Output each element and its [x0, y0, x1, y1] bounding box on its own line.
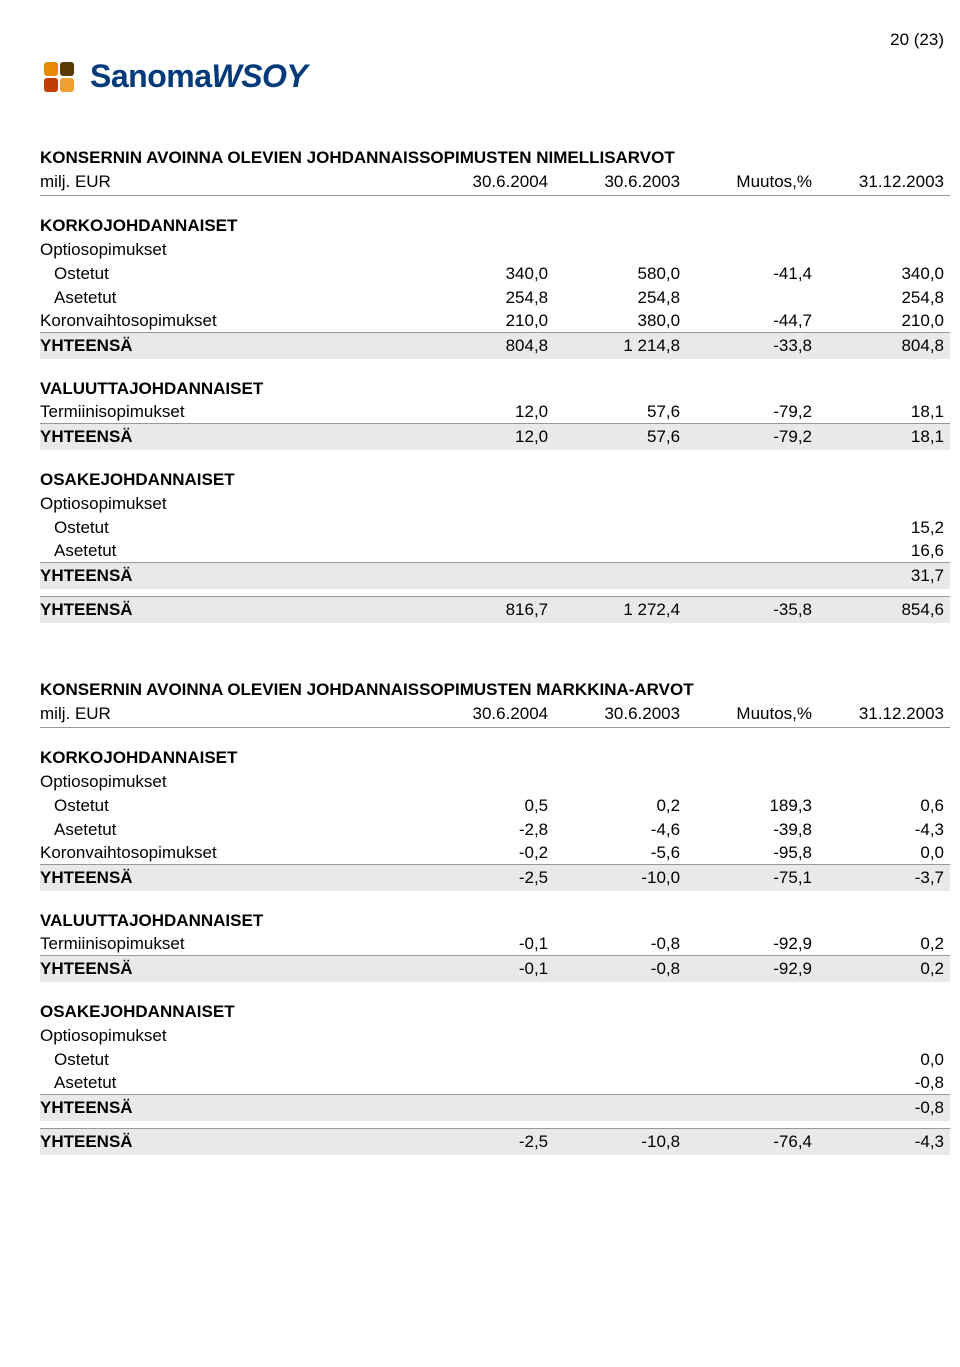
group-header: OSAKEJOHDANNAISET	[40, 1000, 950, 1024]
data-row: Ostetut0,50,2189,30,6	[40, 794, 950, 818]
market-values-section: KONSERNIN AVOINNA OLEVIEN JOHDANNAISSOPI…	[40, 678, 950, 1155]
subtotal-row: YHTEENSÄ804,81 214,8-33,8804,8	[40, 332, 950, 359]
brand-part2: WSOY	[211, 58, 307, 94]
data-row: Koronvaihtosopimukset210,0380,0-44,7210,…	[40, 310, 950, 333]
grand-total-row: YHTEENSÄ816,71 272,4-35,8854,6	[40, 597, 950, 624]
nominal-values-section: KONSERNIN AVOINNA OLEVIEN JOHDANNAISSOPI…	[40, 146, 950, 623]
column-header-row: milj. EUR 30.6.2004 30.6.2003 Muutos,% 3…	[40, 702, 950, 728]
group-header: KORKOJOHDANNAISET	[40, 214, 950, 238]
subtotal-row: YHTEENSÄ31,7	[40, 562, 950, 589]
group-header: VALUUTTAJOHDANNAISET	[40, 909, 950, 933]
table-title-row: KONSERNIN AVOINNA OLEVIEN JOHDANNAISSOPI…	[40, 678, 950, 702]
data-row: Asetetut16,6	[40, 540, 950, 563]
subtotal-row: YHTEENSÄ-0,8	[40, 1094, 950, 1121]
market-values-table: KONSERNIN AVOINNA OLEVIEN JOHDANNAISSOPI…	[40, 678, 950, 1155]
data-row: Asetetut-2,8-4,6-39,8-4,3	[40, 818, 950, 842]
data-row: Ostetut340,0580,0-41,4340,0	[40, 262, 950, 286]
logo-icon	[40, 56, 82, 96]
data-row: Termiinisopimukset12,057,6-79,218,1	[40, 401, 950, 424]
subgroup-header: Optiosopimukset	[40, 770, 950, 794]
subgroup-header: Optiosopimukset	[40, 238, 950, 262]
data-row: Koronvaihtosopimukset-0,2-5,6-95,80,0	[40, 842, 950, 865]
brand-part1: Sanoma	[90, 58, 211, 94]
subgroup-header: Optiosopimukset	[40, 1024, 950, 1048]
data-row: Termiinisopimukset-0,1-0,8-92,90,2	[40, 933, 950, 956]
brand-name: SanomaWSOY	[90, 58, 307, 95]
data-row: Ostetut0,0	[40, 1048, 950, 1072]
col-header: Muutos,%	[686, 170, 818, 196]
brand-logo: SanomaWSOY	[40, 56, 950, 96]
col-header: 30.6.2003	[554, 170, 686, 196]
group-header: OSAKEJOHDANNAISET	[40, 468, 950, 492]
group-header: VALUUTTAJOHDANNAISET	[40, 377, 950, 401]
data-row: Asetetut254,8254,8254,8	[40, 286, 950, 310]
section-title: KONSERNIN AVOINNA OLEVIEN JOHDANNAISSOPI…	[40, 678, 950, 702]
col-header: 30.6.2004	[422, 702, 554, 728]
unit-label: milj. EUR	[40, 702, 422, 728]
grand-total-row: YHTEENSÄ-2,5-10,8-76,4-4,3	[40, 1129, 950, 1156]
col-header: Muutos,%	[686, 702, 818, 728]
col-header: 31.12.2003	[818, 170, 950, 196]
col-header: 30.6.2003	[554, 702, 686, 728]
subtotal-row: YHTEENSÄ-0,1-0,8-92,90,2	[40, 955, 950, 982]
nominal-values-table: KONSERNIN AVOINNA OLEVIEN JOHDANNAISSOPI…	[40, 146, 950, 623]
subtotal-row: YHTEENSÄ-2,5-10,0-75,1-3,7	[40, 864, 950, 891]
subgroup-header: Optiosopimukset	[40, 492, 950, 516]
page-number: 20 (23)	[40, 30, 950, 50]
data-row: Asetetut-0,8	[40, 1072, 950, 1095]
col-header: 31.12.2003	[818, 702, 950, 728]
col-header: 30.6.2004	[422, 170, 554, 196]
group-header: KORKOJOHDANNAISET	[40, 746, 950, 770]
subtotal-row: YHTEENSÄ12,057,6-79,218,1	[40, 423, 950, 450]
column-header-row: milj. EUR 30.6.2004 30.6.2003 Muutos,% 3…	[40, 170, 950, 196]
table-title-row: KONSERNIN AVOINNA OLEVIEN JOHDANNAISSOPI…	[40, 146, 950, 170]
unit-label: milj. EUR	[40, 170, 422, 196]
section-title: KONSERNIN AVOINNA OLEVIEN JOHDANNAISSOPI…	[40, 146, 950, 170]
data-row: Ostetut15,2	[40, 516, 950, 540]
